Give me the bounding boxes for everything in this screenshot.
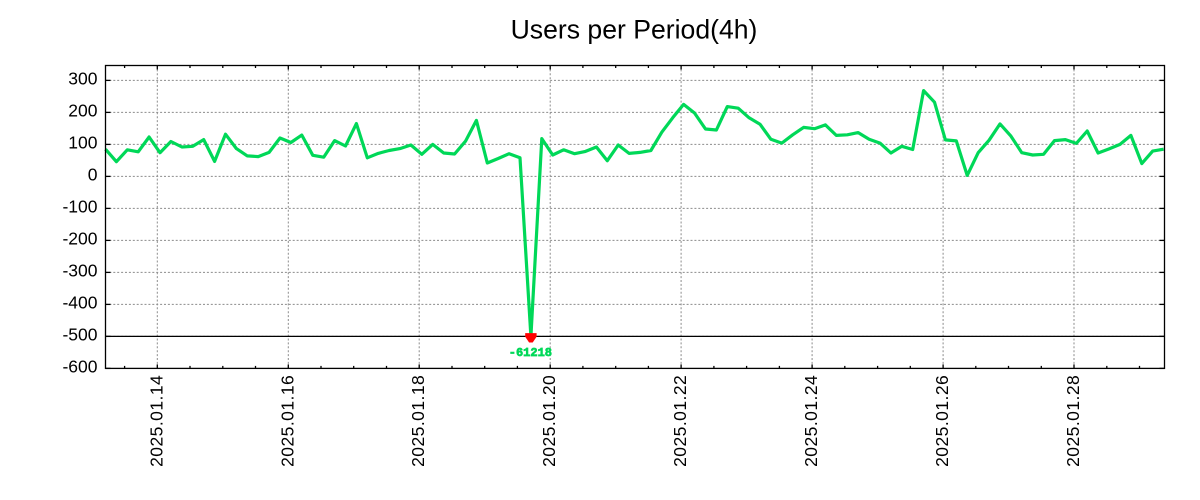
svg-text:2025.01.26: 2025.01.26 [932,375,952,467]
svg-text:-100: -100 [62,197,97,217]
svg-text:2025.01.18: 2025.01.18 [408,375,428,467]
svg-text:2025.01.28: 2025.01.28 [1063,375,1083,467]
svg-text:-61218: -61218 [509,346,552,360]
svg-text:-600: -600 [62,357,97,377]
svg-text:200: 200 [68,101,97,121]
svg-text:2025.01.24: 2025.01.24 [801,375,821,467]
svg-text:-500: -500 [62,325,97,345]
svg-text:300: 300 [68,69,97,89]
svg-text:-300: -300 [62,261,97,281]
svg-text:-200: -200 [62,229,97,249]
svg-text:0: 0 [88,165,98,185]
svg-text:2025.01.16: 2025.01.16 [277,375,297,467]
svg-text:2025.01.22: 2025.01.22 [670,375,690,467]
svg-text:2025.01.14: 2025.01.14 [146,375,166,467]
svg-text:100: 100 [68,133,97,153]
svg-text:Users per Period(4h): Users per Period(4h) [511,14,758,44]
svg-text:-400: -400 [62,293,97,313]
svg-text:2025.01.20: 2025.01.20 [539,375,559,467]
